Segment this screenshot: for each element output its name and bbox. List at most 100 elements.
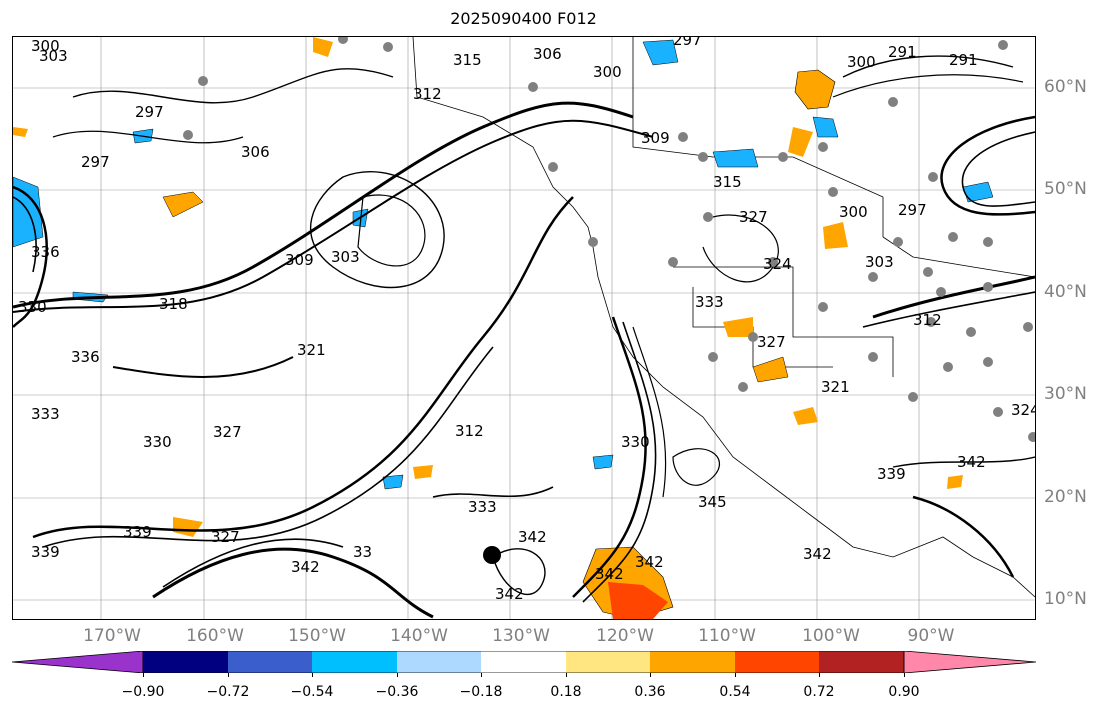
station-dots	[183, 37, 1035, 442]
contour-label: 333	[695, 293, 724, 311]
contour-label: 345	[698, 493, 727, 511]
contour-label: 297	[81, 153, 110, 171]
contour-label: 324	[763, 255, 792, 273]
contour-label: 339	[123, 523, 152, 541]
contour-label: 342	[291, 558, 320, 576]
latitude-label: 60°N	[1044, 77, 1087, 97]
contour-label: 291	[888, 43, 917, 61]
contour-label: 327	[213, 423, 242, 441]
map-canvas: 300 303 297 315 306 300 297 300 291 291 …	[13, 37, 1035, 619]
colorbar-tick-label: 0.18	[550, 684, 582, 700]
colorbar-tick	[312, 673, 313, 677]
colorbar-tick-label: 0.72	[803, 684, 835, 700]
colorbar-tick	[904, 673, 905, 677]
colorbar-segment	[143, 651, 228, 673]
colorbar-segment	[228, 651, 312, 673]
colorbar-tick-label: 0.54	[719, 684, 751, 700]
latitude-label: 20°N	[1044, 487, 1087, 507]
plot-title: 2025090400 F012	[450, 9, 597, 28]
contour-label: 312	[455, 422, 484, 440]
contour-label: 336	[71, 348, 100, 366]
colorbar-segment	[650, 651, 735, 673]
contour-label: 342	[635, 553, 664, 571]
colorbar-extend-low	[12, 651, 144, 673]
colorbar-tick-label: 0.36	[634, 684, 666, 700]
colorbar-tick-label: −0.54	[290, 684, 334, 700]
contour-label: 297	[135, 103, 164, 121]
contour-label: 336	[31, 243, 60, 261]
colorbar-segment	[397, 651, 481, 673]
colorbar-tick-label: −0.18	[459, 684, 503, 700]
contour-label: 33	[353, 543, 372, 561]
longitude-label: 170°W	[83, 626, 141, 646]
contour-label: 315	[713, 173, 742, 191]
colorbar-tick-label: −0.36	[375, 684, 419, 700]
contour-label: 339	[31, 543, 60, 561]
coastlines	[412, 37, 1035, 598]
contour-lines	[13, 55, 1035, 619]
contour-label: 333	[468, 498, 497, 516]
contour-label: 309	[641, 129, 670, 147]
contour-label: 342	[803, 545, 832, 563]
colorbar-tick	[481, 673, 482, 677]
contour-label: 339	[877, 465, 906, 483]
contour-label: 327	[757, 333, 786, 351]
contour-label: 303	[331, 248, 360, 266]
colorbar	[12, 651, 1036, 673]
colorbar-tick	[819, 673, 820, 677]
contour-label: 300	[593, 63, 622, 81]
map-panel: 300 303 297 315 306 300 297 300 291 291 …	[12, 36, 1036, 620]
colorbar-segment	[735, 651, 819, 673]
contour-label: 303	[39, 47, 68, 65]
colorbar-tick	[566, 673, 567, 677]
low-center-marker	[483, 546, 501, 564]
contour-label: 297	[898, 201, 927, 219]
longitude-label: 100°W	[802, 626, 860, 646]
contour-label: 342	[495, 585, 524, 603]
latitude-label: 10°N	[1044, 589, 1087, 609]
latitude-label: 30°N	[1044, 384, 1087, 404]
colorbar-tick	[735, 673, 736, 677]
colorbar-extend-high	[903, 651, 1036, 673]
contour-label: 330	[143, 433, 172, 451]
contour-label: 315	[453, 51, 482, 69]
colorbar-segment	[566, 651, 650, 673]
colorbar-tick	[228, 673, 229, 677]
contour-label: 312	[413, 85, 442, 103]
contour-label: 297	[673, 37, 702, 49]
contour-label: 342	[518, 528, 547, 546]
contour-label: 306	[533, 45, 562, 63]
longitude-label: 150°W	[288, 626, 346, 646]
contour-label-group: 300 303 297 315 306 300 297 300 291 291 …	[18, 37, 1035, 603]
colorbar-tick	[397, 673, 398, 677]
contour-label: 318	[159, 295, 188, 313]
contour-label: 312	[913, 311, 942, 329]
contour-label: 306	[241, 143, 270, 161]
colorbar-tick	[650, 673, 651, 677]
contour-label: 321	[297, 341, 326, 359]
latitude-label: 40°N	[1044, 282, 1087, 302]
longitude-label: 140°W	[390, 626, 448, 646]
colorbar-tick-label: 0.90	[888, 684, 920, 700]
contour-label: 300	[31, 37, 60, 55]
colorbar-segment	[312, 651, 397, 673]
contour-label: 324	[1011, 401, 1035, 419]
longitude-label: 110°W	[698, 626, 756, 646]
contour-label: 342	[595, 565, 624, 583]
contour-label: 309	[285, 251, 314, 269]
longitude-label: 130°W	[492, 626, 550, 646]
longitude-label: 120°W	[596, 626, 654, 646]
longitude-label: 160°W	[186, 626, 244, 646]
colorbar-tick-label: −0.90	[121, 684, 165, 700]
contour-label: 330	[18, 298, 47, 316]
contour-label: 333	[31, 405, 60, 423]
contour-label: 327	[739, 208, 768, 226]
contour-label: 327	[211, 528, 240, 546]
contour-label: 342	[957, 453, 986, 471]
contour-label: 291	[949, 51, 978, 69]
colorbar-tick-label: −0.72	[206, 684, 250, 700]
contour-label: 321	[821, 378, 850, 396]
contour-label: 300	[847, 53, 876, 71]
colorbar-tick	[143, 673, 144, 677]
colorbar-segment	[481, 651, 566, 673]
